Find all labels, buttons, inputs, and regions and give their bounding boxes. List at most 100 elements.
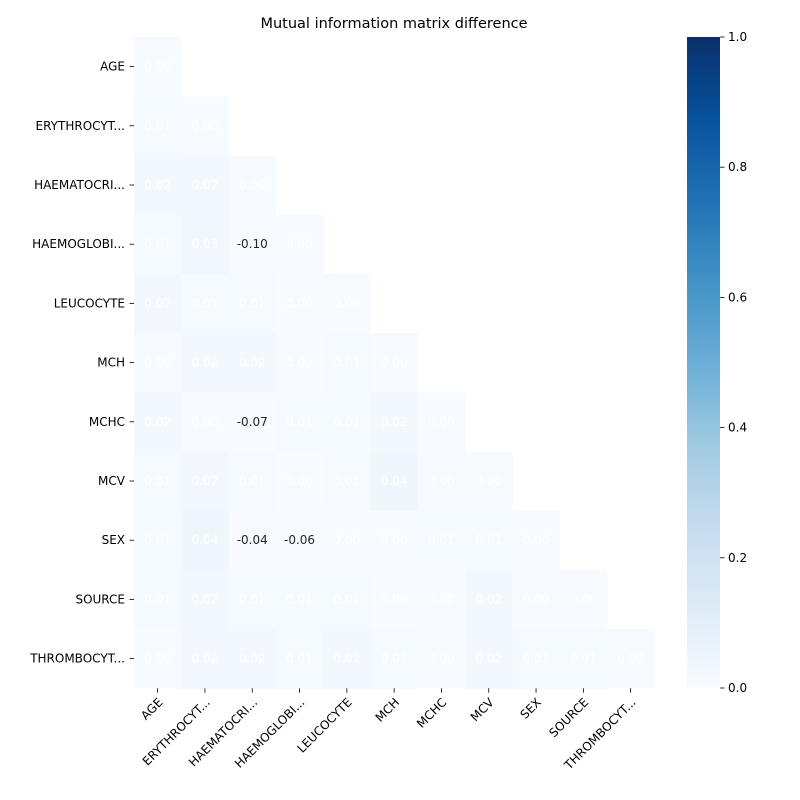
colorbar: 0.0 0.2 0.4 0.6 0.8 1.0 bbox=[687, 30, 747, 695]
cell-annotation: 0.01 bbox=[333, 415, 360, 429]
heatmap-cell bbox=[134, 451, 182, 511]
heatmap-cell bbox=[275, 569, 324, 630]
heatmap-cell bbox=[607, 629, 655, 689]
heatmap-cell bbox=[323, 333, 371, 393]
cell-annotation: 0.02 bbox=[475, 652, 502, 666]
heatmap-cell bbox=[134, 96, 182, 156]
cell-annotation: 0.01 bbox=[333, 474, 360, 488]
heatmap-cells bbox=[134, 37, 655, 689]
heatmap-cell bbox=[181, 273, 229, 334]
heatmap-cell bbox=[275, 333, 324, 393]
heatmap-cell bbox=[465, 510, 513, 571]
heatmap-cell bbox=[370, 451, 419, 511]
colorbar-gradient bbox=[687, 37, 720, 688]
x-tick-label: SEX bbox=[518, 695, 544, 721]
heatmap-cell bbox=[465, 451, 513, 511]
cell-annotation: 0.00 bbox=[570, 592, 597, 606]
heatmap-cell bbox=[134, 37, 182, 97]
cell-annotation: 0.02 bbox=[192, 592, 219, 606]
cell-annotation: 0.00 bbox=[144, 356, 171, 370]
cell-annotation: 0.01 bbox=[239, 592, 266, 606]
y-tick-label: MCH bbox=[97, 356, 125, 370]
heatmap-cell bbox=[228, 392, 277, 452]
y-tick-label: SEX bbox=[102, 533, 125, 547]
cell-annotation: 0.02 bbox=[381, 415, 408, 429]
x-tick-label: MCV bbox=[468, 695, 498, 725]
cell-annotation: 0.01 bbox=[333, 356, 360, 370]
heatmap-cell bbox=[228, 333, 277, 393]
heatmap-cell bbox=[275, 392, 324, 452]
cell-annotation: 0.00 bbox=[333, 296, 360, 310]
heatmap-cell bbox=[275, 629, 324, 689]
heatmap-cell bbox=[275, 214, 324, 275]
x-tick-label: SOURCE bbox=[546, 695, 591, 740]
heatmap-cell bbox=[275, 451, 324, 511]
cell-annotation: 0.00 bbox=[286, 474, 313, 488]
cell-annotation: 0.00 bbox=[381, 592, 408, 606]
heatmap-cell bbox=[370, 510, 419, 571]
heatmap-cell bbox=[228, 155, 277, 215]
heatmap-annotations: 0.00 0.01 0.00 0.02 0.02 0.00 0.01 0.03 -0.10 0.0… bbox=[144, 60, 644, 666]
heatmap-cell bbox=[228, 569, 277, 630]
x-axis: AGEERYTHROCYT...HAEMATOCRI...HAEMOGLOBI.… bbox=[138, 688, 639, 773]
cell-annotation: 0.00 bbox=[428, 652, 455, 666]
heatmap-cell bbox=[181, 155, 229, 215]
cell-annotation: 0.02 bbox=[239, 356, 266, 370]
cell-annotation: 0.01 bbox=[286, 652, 313, 666]
cell-annotation: 0.01 bbox=[144, 474, 171, 488]
cell-annotation: -0.10 bbox=[237, 237, 268, 251]
cell-annotation: 0.02 bbox=[144, 415, 171, 429]
y-tick-label: ERYTHROCYT... bbox=[36, 119, 125, 133]
colorbar-tick-label: 0.8 bbox=[728, 160, 747, 174]
heatmap-cell bbox=[228, 273, 277, 334]
cell-annotation: 0.00 bbox=[286, 296, 313, 310]
colorbar-tick-label: 0.0 bbox=[728, 681, 747, 695]
cell-annotation: 0.00 bbox=[523, 592, 550, 606]
cell-annotation: 0.01 bbox=[286, 415, 313, 429]
y-tick-label: MCV bbox=[98, 474, 126, 488]
y-tick-label: HAEMOGLOBI... bbox=[32, 237, 125, 251]
heatmap-cell bbox=[181, 96, 229, 156]
y-tick-label: LEUCOCYTE bbox=[54, 296, 125, 310]
x-tick-label: MCH bbox=[373, 695, 403, 725]
y-axis: AGE ERYTHROCYT... HAEMATOCRI... HAEMOGLOBI.… bbox=[29, 60, 134, 666]
cell-annotation: 0.00 bbox=[617, 652, 644, 666]
heatmap-cell bbox=[181, 569, 229, 630]
heatmap-cell bbox=[134, 392, 182, 452]
heatmap-cell bbox=[465, 629, 513, 689]
heatmap-cell bbox=[370, 333, 419, 393]
cell-annotation: 0.01 bbox=[144, 119, 171, 133]
y-tick-label: MCHC bbox=[89, 415, 125, 429]
heatmap-cell bbox=[228, 510, 277, 571]
cell-annotation: 0.01 bbox=[475, 533, 502, 547]
heatmap-cell bbox=[465, 569, 513, 630]
cell-annotation: 0.03 bbox=[192, 237, 219, 251]
cell-annotation: 0.00 bbox=[144, 652, 171, 666]
heatmap-cell bbox=[512, 629, 561, 689]
cell-annotation: -0.04 bbox=[237, 533, 268, 547]
cell-annotation: 0.00 bbox=[428, 415, 455, 429]
heatmap-cell bbox=[228, 629, 277, 689]
cell-annotation: 0.01 bbox=[144, 592, 171, 606]
cell-annotation: 0.02 bbox=[333, 652, 360, 666]
chart-title: Mutual information matrix difference bbox=[260, 16, 527, 32]
cell-annotation: 0.00 bbox=[523, 533, 550, 547]
cell-annotation: 0.00 bbox=[144, 60, 171, 74]
colorbar-tick-label: 1.0 bbox=[728, 30, 747, 44]
cell-annotation: 0.01 bbox=[239, 474, 266, 488]
heatmap-cell bbox=[417, 392, 466, 452]
heatmap-cell bbox=[134, 629, 182, 689]
heatmap-cell bbox=[512, 510, 561, 571]
heatmap-cell bbox=[417, 629, 466, 689]
heatmap-cell bbox=[275, 510, 324, 571]
heatmap-cell bbox=[512, 569, 561, 630]
heatmap-cell bbox=[134, 155, 182, 215]
heatmap-cell bbox=[181, 333, 229, 393]
cell-annotation: 0.00 bbox=[333, 533, 360, 547]
heatmap-cell bbox=[323, 392, 371, 452]
cell-annotation: 0.01 bbox=[192, 296, 219, 310]
cell-annotation: 0.02 bbox=[475, 592, 502, 606]
heatmap-cell bbox=[228, 214, 277, 275]
cell-annotation: 0.01 bbox=[381, 652, 408, 666]
